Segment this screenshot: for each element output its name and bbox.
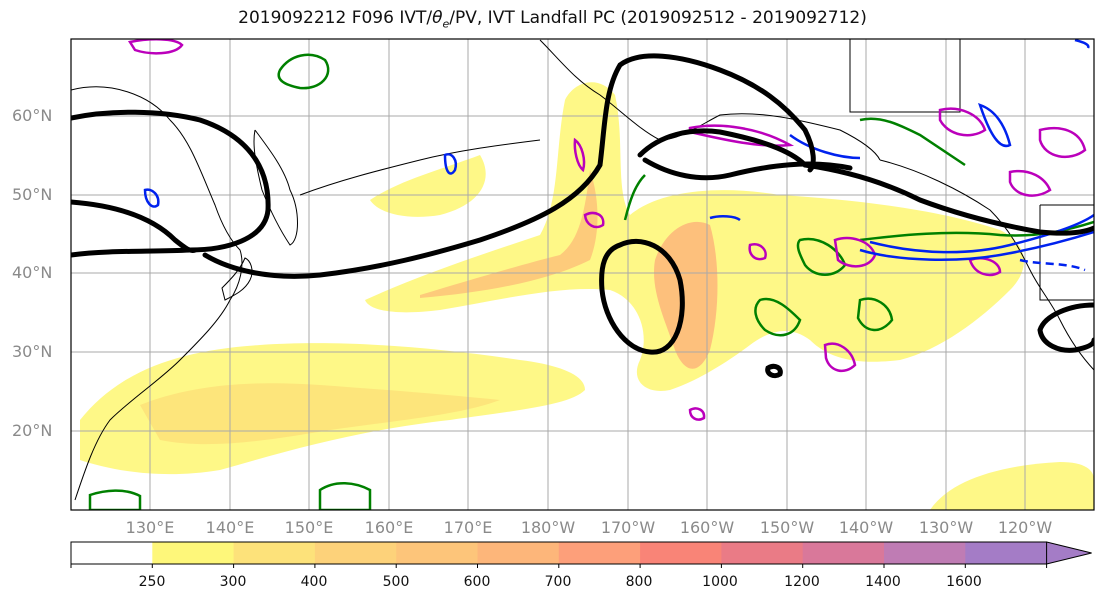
lon-label-150w: 150°W bbox=[759, 518, 815, 537]
lon-label-120w: 120°W bbox=[997, 518, 1053, 537]
pc-contour-gulf bbox=[637, 128, 1094, 236]
colorbar-tick-1200: 1200 bbox=[784, 574, 820, 590]
pc-contour-gulf-inner bbox=[642, 157, 853, 181]
title-suffix: /PV, IVT Landfall PC (2019092512 - 20190… bbox=[449, 8, 867, 28]
theta-e-contours bbox=[88, 53, 1094, 510]
pv-contour bbox=[688, 124, 795, 147]
map-border bbox=[70, 38, 1095, 511]
lon-label-150e: 150°E bbox=[284, 518, 334, 537]
theta-e-contour bbox=[277, 53, 330, 90]
colorbar bbox=[70, 541, 1092, 568]
pv-contour bbox=[1038, 126, 1087, 159]
blue-contour bbox=[978, 103, 1012, 148]
colorbar-tick-1000: 1000 bbox=[702, 574, 738, 590]
colorbar-segment bbox=[965, 542, 1048, 564]
coast-asia-east bbox=[71, 86, 243, 501]
map-title: 2019092212 F096 IVT/θe/PV, IVT Landfall … bbox=[0, 8, 1105, 30]
theta-e-contour bbox=[796, 237, 847, 276]
colorbar-tick-600: 600 bbox=[463, 574, 491, 590]
theta-e-contour bbox=[859, 117, 966, 167]
colorbar-segment bbox=[721, 542, 804, 564]
pc-contour-east bbox=[1037, 302, 1094, 353]
colorbar-segment bbox=[884, 542, 966, 564]
ivt-northern-lobe bbox=[370, 155, 486, 217]
lat-label-30: 30°N bbox=[12, 342, 53, 361]
lon-label-160e: 160°E bbox=[364, 518, 414, 537]
blue-contour bbox=[869, 213, 1094, 254]
theta-e-contour bbox=[88, 489, 142, 510]
colorbar-tick-300: 300 bbox=[219, 574, 247, 590]
colorbar-tick-1600: 1600 bbox=[946, 574, 982, 590]
pv-contour bbox=[688, 407, 706, 421]
colorbar-segment bbox=[152, 542, 235, 564]
theta-e-contour bbox=[623, 174, 646, 221]
ivt-band-midlat-core bbox=[420, 170, 598, 298]
lon-label-160w: 160°W bbox=[679, 518, 735, 537]
pc-contour-main bbox=[202, 53, 816, 279]
title-theta-sub: e bbox=[442, 17, 450, 31]
pv-contour bbox=[748, 243, 767, 261]
blue-contours bbox=[143, 39, 1094, 272]
title-prefix: 2019092212 F096 IVT/ bbox=[238, 8, 433, 28]
blue-contour bbox=[143, 188, 160, 208]
colorbar-segment bbox=[640, 542, 722, 564]
coast-canada-box bbox=[849, 39, 961, 113]
colorbar-tick-400: 400 bbox=[300, 574, 328, 590]
colorbar-segment bbox=[233, 542, 316, 564]
lon-label-180w: 180°W bbox=[520, 518, 576, 537]
lat-label-40: 40°N bbox=[12, 263, 53, 282]
lon-label-170w: 170°W bbox=[600, 518, 656, 537]
pc-contours bbox=[71, 53, 1094, 379]
lon-label-140w: 140°W bbox=[838, 518, 894, 537]
coast-aleutians bbox=[299, 139, 541, 196]
blue-contour bbox=[789, 133, 861, 160]
pc-contour-small bbox=[765, 363, 783, 379]
colorbar-segment bbox=[477, 542, 560, 564]
ivt-se-corner bbox=[930, 462, 1094, 510]
pv-contour bbox=[573, 137, 586, 173]
colorbar-tick-1400: 1400 bbox=[865, 574, 901, 590]
theta-e-contour bbox=[859, 220, 1094, 242]
colorbar-segment bbox=[802, 542, 885, 564]
colorbar-tick-700: 700 bbox=[544, 574, 572, 590]
theta-e-contour bbox=[318, 482, 372, 510]
theta-e-contour bbox=[856, 297, 894, 332]
colorbar-extend-arrow bbox=[1046, 541, 1092, 565]
lat-label-20: 20°N bbox=[12, 421, 53, 440]
pc-contour-west-lobe bbox=[71, 109, 271, 258]
pc-contour-cyclone bbox=[599, 238, 685, 355]
lat-label-60: 60°N bbox=[12, 106, 53, 125]
lat-label-50: 50°N bbox=[12, 185, 53, 204]
lon-label-170e: 170°E bbox=[443, 518, 493, 537]
colorbar-segment bbox=[558, 542, 641, 564]
colorbar-tick-800: 800 bbox=[625, 574, 653, 590]
lon-label-130w: 130°W bbox=[918, 518, 974, 537]
blue-contour bbox=[1019, 258, 1086, 272]
colorbar-segment bbox=[396, 542, 478, 564]
lon-label-140e: 140°E bbox=[205, 518, 255, 537]
coast-japan bbox=[221, 257, 253, 301]
colorbar-segment bbox=[71, 542, 153, 564]
blue-contour bbox=[859, 230, 1094, 261]
blue-contour bbox=[443, 153, 457, 175]
colorbar-segment bbox=[314, 542, 397, 564]
pv-contour bbox=[1008, 169, 1052, 197]
pv-contour bbox=[938, 107, 987, 137]
graticule bbox=[71, 39, 1094, 510]
title-theta: θ bbox=[432, 8, 443, 28]
coast-kamchatka bbox=[253, 129, 298, 246]
pv-contour bbox=[823, 342, 857, 373]
theta-e-contour bbox=[754, 297, 802, 337]
blue-contour bbox=[709, 215, 741, 222]
colorbar-tick-250: 250 bbox=[138, 574, 166, 590]
pv-contour bbox=[583, 211, 605, 229]
pc-contour-west-lobe-inner bbox=[71, 199, 198, 253]
blue-contour bbox=[1074, 39, 1090, 49]
lon-label-130e: 130°E bbox=[125, 518, 175, 537]
colorbar-tick-500: 500 bbox=[382, 574, 410, 590]
